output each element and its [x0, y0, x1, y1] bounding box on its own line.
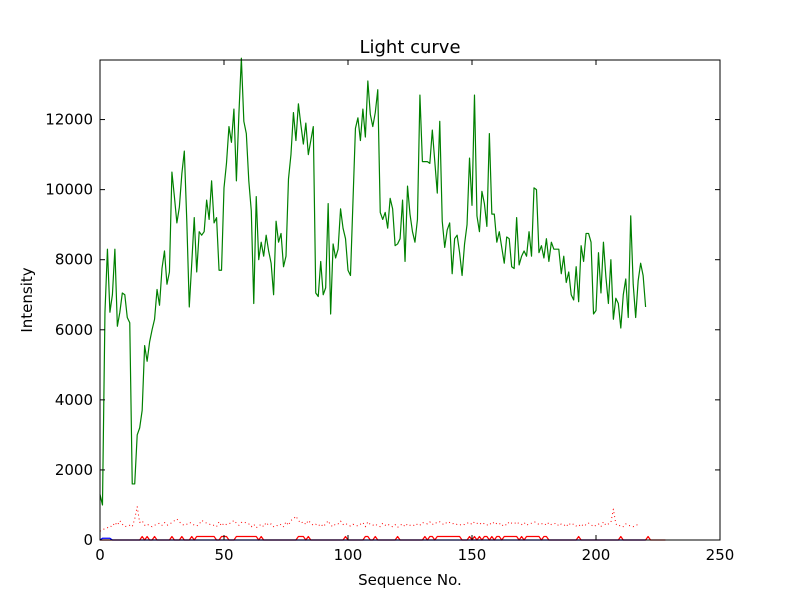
y-axis-ticks: 0 2000 4000 6000 8000 10000 12000	[45, 111, 720, 549]
y-tick-label: 10000	[45, 181, 93, 199]
x-tick-label: 250	[706, 546, 735, 564]
series-line-2	[99, 506, 639, 532]
x-tick-label: 100	[334, 546, 363, 564]
x-tick-label: 50	[214, 546, 233, 564]
x-tick-label: 0	[95, 546, 105, 564]
series-layer	[99, 57, 666, 541]
y-tick-label: 8000	[55, 251, 93, 269]
series-line-1	[99, 57, 647, 506]
x-axis-ticks: 0 50 100 150 200 250	[95, 60, 734, 564]
x-tick-label: 200	[582, 546, 611, 564]
x-axis-label: Sequence No.	[358, 571, 462, 589]
chart-title: Light curve	[359, 37, 460, 58]
plot-frame	[99, 59, 721, 541]
y-tick-label: 12000	[45, 111, 93, 129]
y-tick-label: 0	[83, 531, 93, 549]
x-tick-label: 150	[458, 546, 487, 564]
y-axis-label: Intensity	[18, 267, 36, 332]
y-tick-label: 4000	[55, 391, 93, 409]
y-tick-label: 2000	[55, 461, 93, 479]
y-tick-label: 6000	[55, 321, 93, 339]
